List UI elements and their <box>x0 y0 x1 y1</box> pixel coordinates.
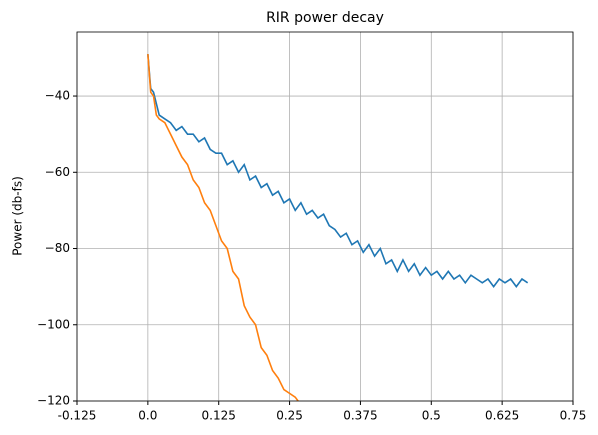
y-tick-label: −80 <box>45 241 70 255</box>
line-series <box>147 54 300 401</box>
y-tick-label: −40 <box>45 89 70 103</box>
x-tick-label: 0.0 <box>138 409 157 423</box>
x-tick-label: 0.125 <box>202 409 236 423</box>
x-tick-label: 0.5 <box>422 409 441 423</box>
chart-title: RIR power decay <box>266 10 384 26</box>
y-tick-label: −120 <box>37 394 70 408</box>
x-tick-label: 0.75 <box>560 409 587 423</box>
x-tick-label: 0.375 <box>343 409 377 423</box>
y-axis-label: Power (db-fs) <box>11 176 25 256</box>
x-tick-label: 0.25 <box>276 409 303 423</box>
plot-frame <box>76 31 574 402</box>
x-tick-label: -0.125 <box>58 409 97 423</box>
x-tick-label: 0.625 <box>485 409 519 423</box>
y-tick-label: −60 <box>45 165 70 179</box>
y-tick-label: −100 <box>37 317 70 331</box>
line-series <box>147 54 529 288</box>
